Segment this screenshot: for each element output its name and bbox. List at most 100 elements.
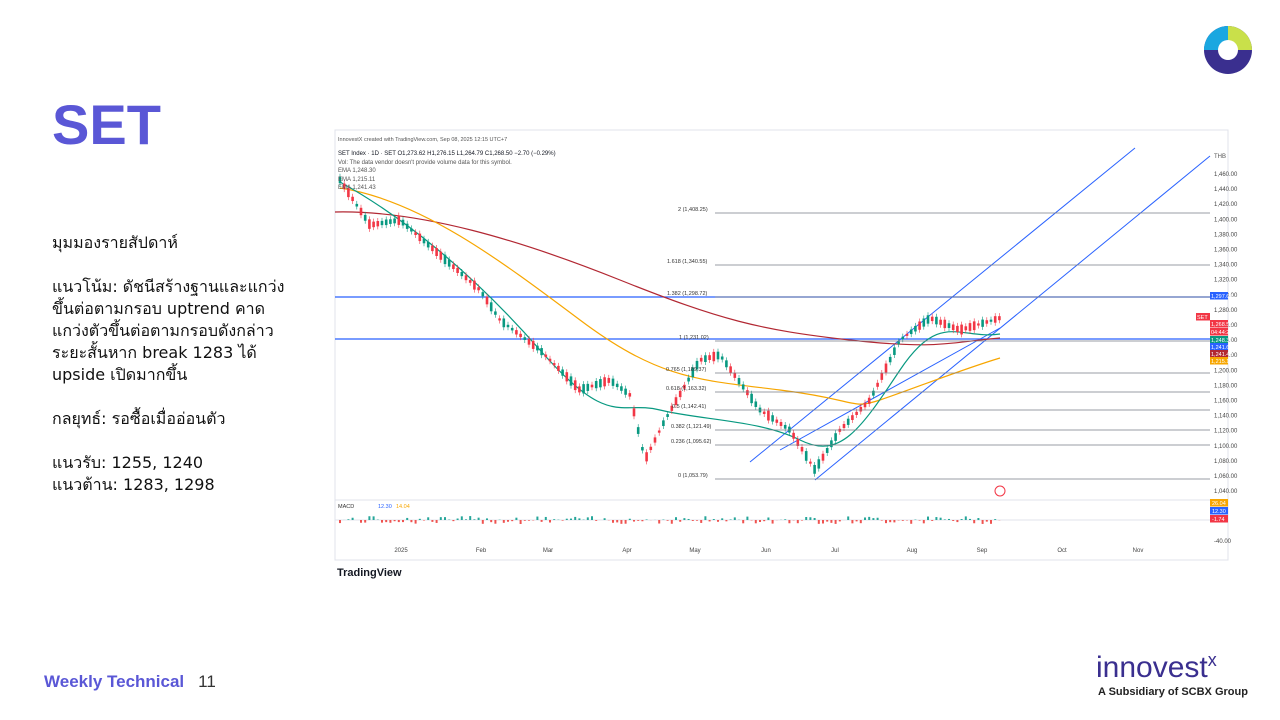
macd-bar [834,520,837,524]
macd-bar [435,520,438,523]
price-tick-label: 1,320.00 [1214,278,1238,284]
fib-label: 0.618 (1,163.32) [666,386,707,392]
macd-bar [540,520,543,522]
candle-body [964,326,968,331]
macd-bar [901,520,904,521]
candle-body [565,372,569,382]
price-tag-label: 1,241.63 [1211,345,1232,351]
macd-bar [759,520,761,523]
candle-body [573,380,577,391]
macd-bar [876,517,879,520]
candle-body [422,238,426,244]
fib-label: 2 (1,408.25) [678,207,708,213]
month-label: Feb [476,548,487,554]
tagline: A Subsidiary of SCBX Group [1098,686,1248,698]
macd-bar [658,520,661,524]
month-label: Jul [831,548,839,554]
candle-body [498,318,501,321]
candle-body [968,323,972,331]
candle-body [876,382,879,387]
macd-bar [687,518,690,520]
macd-bar [456,518,459,520]
candle-body [359,207,363,216]
price-tag [1196,313,1210,321]
candle-body [456,267,459,273]
macd-bar [347,519,350,520]
candle-body [867,397,871,404]
macd-bar [746,516,749,520]
macd-bar [729,519,732,520]
candle-body [489,302,493,312]
candle-body [796,439,800,446]
candle-body [809,461,812,464]
brand: TradingView [337,567,402,579]
candle-body [523,337,527,340]
macd-tag [1210,507,1228,515]
candle-body [544,354,548,358]
trend-line: ระยะสั้นหาก break 1283 ได้ [52,343,257,362]
macd-label: MACD [338,504,354,510]
macd-bar [528,520,530,521]
candle-body [653,437,657,443]
candle-body [859,406,863,412]
candle-body [893,347,896,355]
macd-bar [712,519,715,520]
candle-body [746,390,749,396]
chart-header: EMA 1,215.11 [338,177,376,183]
macd-bar [666,520,669,521]
candle-body [384,219,388,226]
candle-body [708,355,711,361]
candle-body [586,383,590,391]
candle-body [771,415,774,422]
price-tick-label: 1,460.00 [1214,172,1238,178]
macd-bar [444,517,446,520]
candle-body [939,319,942,325]
macd-bar [397,520,400,523]
trend-line: ขึ้นต่อตามกรอบ uptrend คาด [52,299,266,318]
price-tick-label: 1,340.00 [1214,263,1238,269]
strategy: กลยุทธ์: รอซื้อเมื่ออ่อนตัว [52,409,226,428]
macd-bar [838,520,841,522]
macd-value: 14.04 [396,504,410,510]
macd-bar [784,519,787,520]
macd-bar [645,519,648,520]
candle-body [426,241,430,248]
macd-bar [973,520,976,524]
macd-bar [880,520,883,521]
candle-body [452,264,455,270]
month-label: May [689,548,700,554]
price-tick-label: 1,120.00 [1214,429,1238,435]
macd-bar [817,520,820,524]
candle-body [729,366,732,373]
macd-bar [754,520,757,524]
macd-bar [477,517,480,520]
macd-bar [885,520,887,524]
support: แนวรับ: 1255, 1240 [52,453,204,472]
macd-bar [683,518,686,520]
chart: InnovestX created with TradingView.com, … [334,129,1238,579]
footer: Weekly Technical 11 [44,672,216,692]
candle-body [393,218,396,224]
macd-bar [511,520,514,522]
candle-body [863,402,867,408]
macd-bar [767,517,770,520]
candle-body [351,196,354,202]
candle-body [641,447,644,451]
candle-body [779,422,783,426]
brand-icon [1204,26,1252,74]
candle-body [674,397,678,406]
candle-body [649,446,653,451]
logo: innovestx [1096,650,1217,685]
candle-body [389,219,392,224]
macd-bar [943,519,946,520]
candle-body [666,414,669,417]
price-tick-label: 1,180.00 [1214,383,1238,389]
macd-bar [851,520,854,524]
macd-bar [515,517,518,520]
candle-body [569,376,573,386]
candle-body [632,408,636,417]
candle-body [951,324,955,331]
macd-bar [952,520,955,521]
price-tick-label: 1,400.00 [1214,217,1238,223]
ema-line [334,211,1001,346]
